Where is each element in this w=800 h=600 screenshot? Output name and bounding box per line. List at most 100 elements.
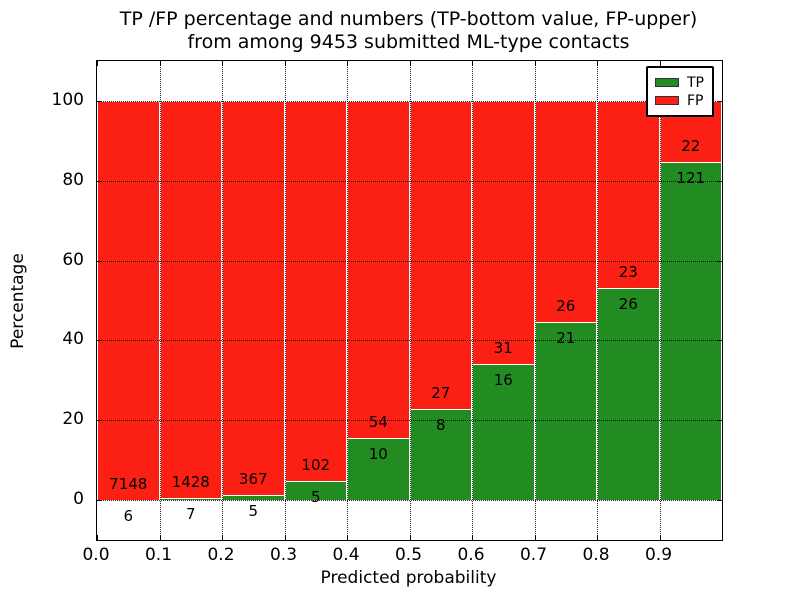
x-tick-mark bbox=[659, 535, 661, 540]
tp-count-label: 16 bbox=[493, 371, 513, 390]
y-tick-mark bbox=[97, 100, 102, 102]
x-tick-mark bbox=[534, 61, 536, 66]
y-tick-mark bbox=[97, 180, 102, 182]
legend: TP FP bbox=[646, 66, 714, 117]
gridline-vertical bbox=[409, 61, 411, 540]
x-tick-label: 0.8 bbox=[582, 545, 610, 565]
x-tick-label: 0.6 bbox=[457, 545, 485, 565]
x-tick-mark bbox=[659, 61, 661, 66]
x-tick-mark bbox=[284, 535, 286, 540]
y-tick-mark bbox=[717, 100, 722, 102]
bar-segment-fp bbox=[159, 100, 222, 499]
y-tick-label: 40 bbox=[62, 329, 84, 350]
tp-count-label: 6 bbox=[123, 506, 134, 525]
fp-count-label: 31 bbox=[493, 339, 513, 358]
bar-segment-fp bbox=[222, 100, 285, 495]
y-tick-label: 60 bbox=[62, 249, 84, 270]
fp-count-label: 23 bbox=[618, 263, 638, 282]
gridline-vertical bbox=[597, 61, 598, 540]
bar-segment-tp bbox=[534, 321, 597, 501]
x-tick-mark bbox=[409, 535, 411, 540]
bar-segment-tp bbox=[597, 288, 660, 501]
bar-segment-fp bbox=[284, 100, 347, 482]
legend-label-tp: TP bbox=[687, 74, 704, 91]
x-tick-mark bbox=[534, 535, 536, 540]
bar-segment-fp bbox=[347, 100, 410, 438]
x-tick-mark bbox=[472, 61, 473, 66]
bar-segment-tp bbox=[659, 162, 722, 501]
fp-count-label: 1428 bbox=[171, 473, 210, 492]
fp-count-label: 26 bbox=[556, 296, 576, 315]
fp-color-swatch bbox=[655, 96, 679, 105]
tp-count-label: 10 bbox=[368, 444, 388, 463]
x-tick-mark bbox=[159, 61, 161, 66]
x-tick-mark bbox=[97, 61, 98, 66]
y-axis-label: Percentage bbox=[8, 253, 28, 349]
x-tick-mark bbox=[347, 61, 348, 66]
tp-count-label: 121 bbox=[676, 169, 706, 188]
x-tick-label: 0.4 bbox=[332, 545, 360, 565]
bar-segment-fp bbox=[409, 100, 472, 409]
fp-count-label: 367 bbox=[238, 469, 268, 488]
x-tick-label: 0.2 bbox=[207, 545, 235, 565]
tp-count-label: 21 bbox=[556, 328, 576, 347]
y-tick-label: 20 bbox=[62, 409, 84, 430]
x-tick-label: 0.1 bbox=[144, 545, 173, 565]
x-tick-mark bbox=[597, 535, 598, 540]
y-tick-mark bbox=[97, 500, 102, 502]
y-tick-label: 0 bbox=[73, 489, 84, 510]
tp-count-label: 5 bbox=[248, 501, 259, 520]
fp-count-label: 102 bbox=[301, 456, 331, 475]
y-tick-mark bbox=[717, 180, 722, 182]
x-tick-mark bbox=[409, 61, 411, 66]
bar-segment-tp bbox=[409, 408, 472, 501]
y-tick-mark bbox=[97, 260, 102, 262]
bar-segment-fp bbox=[97, 100, 160, 500]
x-tick-label: 0.9 bbox=[644, 545, 673, 565]
tp-count-label: 7 bbox=[185, 505, 196, 524]
bar-segment-fp bbox=[597, 100, 660, 289]
y-tick-mark bbox=[717, 500, 722, 502]
fp-count-label: 22 bbox=[681, 137, 701, 156]
y-tick-mark bbox=[717, 420, 722, 422]
x-tick-mark bbox=[222, 61, 223, 66]
y-tick-mark bbox=[717, 260, 722, 262]
fp-count-label: 27 bbox=[431, 383, 451, 402]
gridline-vertical bbox=[347, 61, 348, 540]
gridline-vertical bbox=[222, 61, 223, 540]
y-tick-mark bbox=[717, 340, 722, 342]
legend-label-fp: FP bbox=[687, 92, 704, 109]
y-tick-mark bbox=[97, 340, 102, 342]
tp-count-label: 26 bbox=[618, 295, 638, 314]
x-tick-mark bbox=[97, 535, 98, 540]
chart-title-line2: from among 9453 submitted ML-type contac… bbox=[187, 31, 630, 53]
x-tick-label: 0.0 bbox=[82, 545, 110, 565]
tp-color-swatch bbox=[655, 78, 679, 87]
x-tick-mark bbox=[159, 535, 161, 540]
y-tick-mark bbox=[97, 420, 102, 422]
x-tick-mark bbox=[222, 535, 223, 540]
bar-segment-fp bbox=[534, 100, 597, 322]
x-tick-mark bbox=[284, 61, 286, 66]
fp-count-label: 7148 bbox=[109, 474, 148, 493]
fp-count-label: 54 bbox=[368, 412, 388, 431]
gridline-vertical bbox=[659, 61, 661, 540]
x-tick-label: 0.3 bbox=[269, 545, 298, 565]
x-tick-mark bbox=[347, 535, 348, 540]
x-tick-label: 0.7 bbox=[519, 545, 548, 565]
gridline-vertical bbox=[159, 61, 161, 540]
plot-area: 7148 6 1428 7 367 5 102 5 54 10 27 8 31 16 26 21 23 26 22 1… bbox=[96, 60, 723, 541]
legend-entry-fp: FP bbox=[655, 92, 705, 109]
tp-count-label: 8 bbox=[435, 415, 446, 434]
chart-title: TP /FP percentage and numbers (TP-bottom… bbox=[96, 8, 721, 54]
bar-segment-fp bbox=[472, 100, 535, 365]
gridline-vertical bbox=[284, 61, 286, 540]
x-axis-label: Predicted probability bbox=[320, 568, 497, 588]
x-tick-mark bbox=[597, 61, 598, 66]
x-tick-mark bbox=[472, 535, 473, 540]
tp-count-label: 5 bbox=[310, 488, 321, 507]
y-tick-label: 100 bbox=[51, 89, 84, 110]
x-tick-label: 0.5 bbox=[394, 545, 423, 565]
gridline-vertical bbox=[472, 61, 473, 540]
